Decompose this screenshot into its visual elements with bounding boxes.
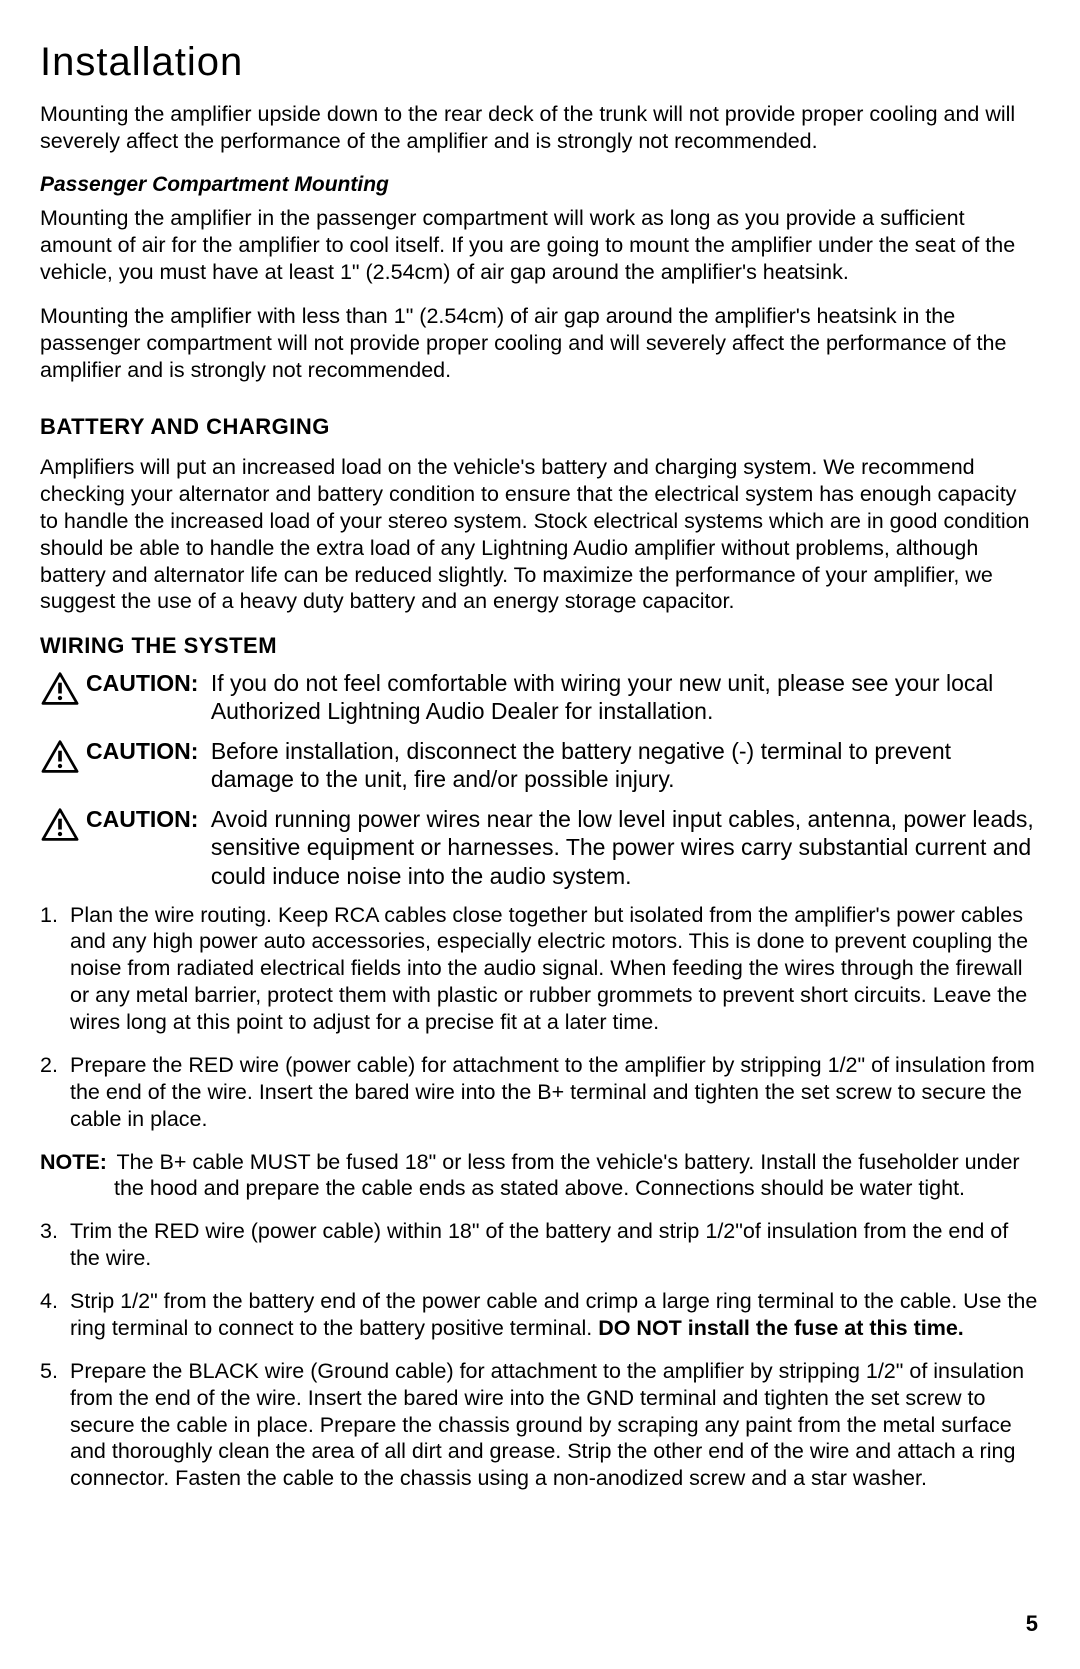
note-label: NOTE: — [40, 1150, 107, 1174]
battery-heading: BATTERY AND CHARGING — [40, 414, 1040, 440]
warning-icon — [40, 805, 86, 843]
warning-icon — [40, 737, 86, 775]
passenger-heading: Passenger Compartment Mounting — [40, 173, 1040, 197]
wiring-heading: WIRING THE SYSTEM — [40, 633, 1040, 659]
step-3: Trim the RED wire (power cable) within 1… — [40, 1218, 1040, 1272]
caution-body-1: If you do not feel comfortable with wiri… — [211, 669, 1040, 725]
caution-label: CAUTION: — [86, 737, 205, 765]
caution-body-3: Avoid running power wires near the low l… — [211, 805, 1040, 889]
caution-row-3: CAUTION: Avoid running power wires near … — [40, 805, 1040, 889]
intro-paragraph: Mounting the amplifier upside down to th… — [40, 101, 1040, 155]
page-title: Installation — [40, 40, 1040, 85]
battery-paragraph: Amplifiers will put an increased load on… — [40, 454, 1040, 615]
step-5: Prepare the BLACK wire (Ground cable) fo… — [40, 1358, 1040, 1492]
caution-label: CAUTION: — [86, 669, 205, 697]
warning-icon — [40, 669, 86, 707]
wiring-steps-top: Plan the wire routing. Keep RCA cables c… — [40, 902, 1040, 1133]
caution-body-2: Before installation, disconnect the batt… — [211, 737, 1040, 793]
caution-label: CAUTION: — [86, 805, 205, 833]
step-4: Strip 1/2" from the battery end of the p… — [40, 1288, 1040, 1342]
caution-row-2: CAUTION: Before installation, disconnect… — [40, 737, 1040, 793]
step-2: Prepare the RED wire (power cable) for a… — [40, 1052, 1040, 1133]
note-body: The B+ cable MUST be fused 18" or less f… — [114, 1150, 1020, 1201]
step-1: Plan the wire routing. Keep RCA cables c… — [40, 902, 1040, 1036]
passenger-p2: Mounting the amplifier with less than 1"… — [40, 303, 1040, 384]
passenger-p1: Mounting the amplifier in the passenger … — [40, 205, 1040, 286]
page-number: 5 — [1026, 1611, 1038, 1637]
caution-row-1: CAUTION: If you do not feel comfortable … — [40, 669, 1040, 725]
note-row: NOTE: The B+ cable MUST be fused 18" or … — [40, 1149, 1040, 1203]
wiring-steps-bottom: Trim the RED wire (power cable) within 1… — [40, 1218, 1040, 1492]
